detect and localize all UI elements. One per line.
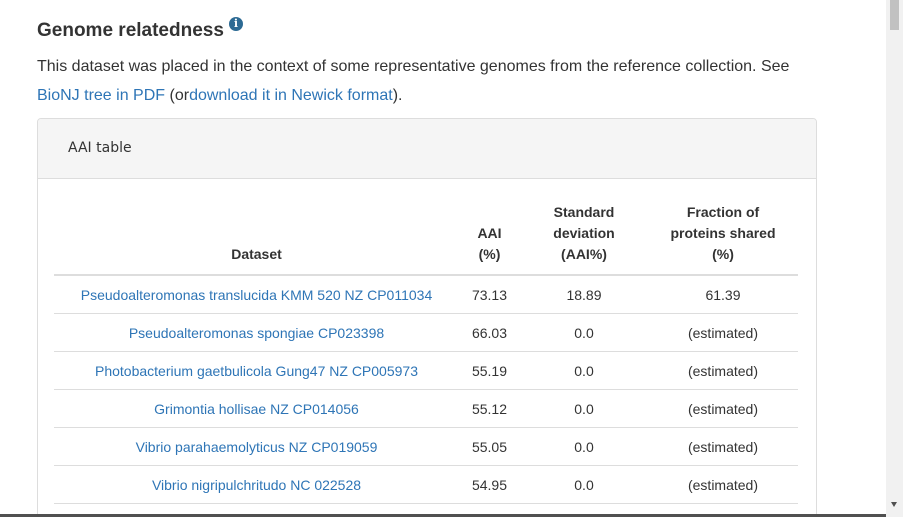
dataset-link[interactable]: Pseudoalteromonas spongiae CP023398 — [128, 324, 385, 341]
intro-text-or: (or — [169, 87, 190, 104]
intro-text: This dataset was placed in the context o… — [37, 58, 790, 75]
info-icon[interactable]: i — [228, 17, 243, 31]
aai-cell: 55.19 — [459, 351, 520, 390]
dataset-cell: Vibrio nigripulchritudo NC 022528 — [54, 465, 459, 504]
dataset-link[interactable]: Photobacterium gaetbulicola Gung47 NZ CP… — [95, 362, 418, 379]
fraction-cell: 61.39 — [648, 275, 798, 314]
std-cell: 0.0 — [520, 313, 648, 352]
scrollbar-thumb[interactable] — [890, 0, 899, 30]
aai-cell: 66.03 — [459, 313, 520, 352]
std-cell: 0.0 — [520, 465, 648, 504]
header-std-deviation[interactable]: Standard deviation (AAI%) — [520, 202, 648, 276]
std-cell: 0.0 — [520, 389, 648, 428]
std-cell: 0.0 — [520, 351, 648, 390]
header-dataset[interactable]: Dataset — [54, 202, 459, 276]
table-row: Vibrio nigripulchritudo NC 022528 54.95 … — [54, 465, 798, 504]
dataset-cell: Pseudoalteromonas spongiae CP023398 — [54, 313, 459, 352]
fraction-cell: (estimated) — [648, 351, 798, 390]
fraction-cell: (estimated) — [648, 427, 798, 466]
dataset-link[interactable]: Pseudoalteromonas translucida KMM 520 NZ… — [80, 286, 433, 303]
fraction-cell: (estimated) — [648, 313, 798, 352]
table-row: Pseudoalteromonas spongiae CP023398 66.0… — [54, 313, 798, 352]
bionj-tree-pdf-link[interactable]: BioNJ tree in PDF — [37, 87, 166, 104]
dataset-link[interactable]: Grimontia hollisae NZ CP014056 — [154, 400, 359, 417]
scroll-down-arrow-icon[interactable] — [891, 502, 897, 507]
fraction-cell: (estimated) — [648, 465, 798, 504]
table-row: Grimontia hollisae NZ CP014056 55.12 0.0… — [54, 389, 798, 428]
aai-table: Dataset AAI (%) Standard deviation (AAI%… — [54, 202, 798, 504]
intro-paragraph: This dataset was placed in the context o… — [37, 52, 827, 110]
aai-cell: 55.12 — [459, 389, 520, 428]
dataset-link[interactable]: Vibrio parahaemolyticus NZ CP019059 — [135, 438, 378, 455]
intro-text-end: ). — [392, 87, 403, 104]
fraction-cell: (estimated) — [648, 389, 798, 428]
std-cell: 18.89 — [520, 275, 648, 314]
aai-panel: AAI table Dataset AAI (%) — [37, 118, 817, 517]
aai-cell: 73.13 — [459, 275, 520, 314]
table-header-row: Dataset AAI (%) Standard deviation (AAI%… — [54, 202, 798, 276]
table-row: Vibrio parahaemolyticus NZ CP019059 55.0… — [54, 427, 798, 466]
dataset-cell: Vibrio parahaemolyticus NZ CP019059 — [54, 427, 459, 466]
newick-download-link[interactable]: download it in Newick format — [189, 87, 393, 104]
dataset-cell: Pseudoalteromonas translucida KMM 520 NZ… — [54, 275, 459, 314]
dataset-link[interactable]: Vibrio nigripulchritudo NC 022528 — [151, 476, 362, 493]
heading-row: Genome relatedness i — [37, 14, 243, 48]
header-fraction-shared[interactable]: Fraction of proteins shared (%) — [648, 202, 798, 276]
aai-cell: 55.05 — [459, 427, 520, 466]
dataset-cell: Grimontia hollisae NZ CP014056 — [54, 389, 459, 428]
vertical-scrollbar[interactable] — [886, 0, 903, 517]
panel-title: AAI table — [38, 119, 816, 179]
bottom-edge-divider — [0, 514, 886, 517]
table-row: Photobacterium gaetbulicola Gung47 NZ CP… — [54, 351, 798, 390]
dataset-cell: Photobacterium gaetbulicola Gung47 NZ CP… — [54, 351, 459, 390]
aai-cell: 54.95 — [459, 465, 520, 504]
table-row: Pseudoalteromonas translucida KMM 520 NZ… — [54, 275, 798, 314]
page-title: Genome relatedness — [37, 20, 224, 41]
header-aai[interactable]: AAI (%) — [459, 202, 520, 276]
std-cell: 0.0 — [520, 427, 648, 466]
